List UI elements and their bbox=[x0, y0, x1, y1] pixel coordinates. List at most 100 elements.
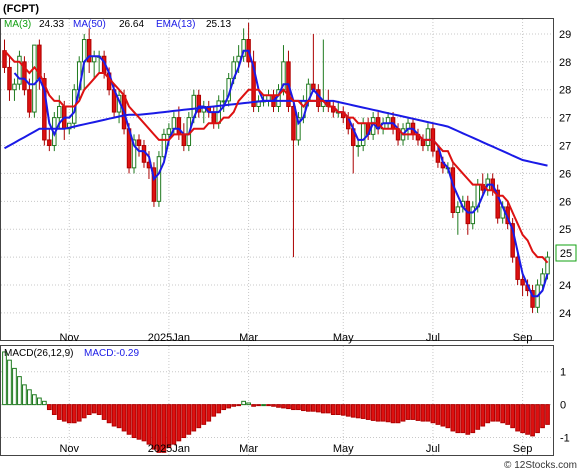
ticker-title: (FCPT) bbox=[3, 3, 39, 15]
candle bbox=[495, 184, 500, 224]
macd-bar-positive bbox=[2, 351, 7, 406]
candle bbox=[540, 268, 545, 291]
macd-bar-negative bbox=[286, 404, 291, 410]
candle-body-down bbox=[136, 139, 142, 147]
price-x-tick-label: Jul bbox=[426, 332, 440, 344]
candle-body-up bbox=[355, 145, 361, 148]
macd-bar-positive bbox=[12, 367, 17, 406]
price-candles bbox=[2, 22, 550, 313]
macd-bar-negative bbox=[485, 404, 491, 424]
macd-bar-negative bbox=[360, 404, 366, 419]
macd-bar-negative bbox=[400, 404, 406, 422]
macd-bar-negative bbox=[131, 404, 137, 439]
macd-bar-negative bbox=[515, 404, 520, 432]
candle-body-down bbox=[181, 133, 187, 147]
macd-bar-negative bbox=[440, 404, 446, 427]
legend-ema13-name: EMA(13) bbox=[156, 19, 195, 30]
macd-bar-negative bbox=[390, 404, 396, 424]
candle-body-down bbox=[196, 94, 202, 113]
macd-bar-negative bbox=[71, 404, 77, 424]
candle-body-down bbox=[495, 189, 500, 219]
macd-bar-negative bbox=[51, 404, 57, 415]
candle bbox=[291, 100, 296, 258]
macd-value-label: MACD:-0.29 bbox=[84, 348, 139, 359]
macd-panel-frame bbox=[0, 345, 554, 456]
macd-bar-negative bbox=[176, 404, 182, 442]
macd-bar-negative bbox=[76, 404, 82, 422]
macd-bar-negative bbox=[415, 404, 421, 421]
candle bbox=[161, 128, 167, 163]
macd-bar-positive bbox=[36, 397, 42, 406]
macd-bar-negative bbox=[340, 404, 346, 416]
footer-credit: © 12Stocks.com bbox=[504, 460, 577, 471]
price-x-tick-label: Mar bbox=[239, 332, 258, 344]
macd-bar-negative bbox=[475, 404, 481, 430]
candle bbox=[7, 56, 12, 101]
macd-bar-negative bbox=[281, 404, 286, 409]
macd-bar-negative bbox=[201, 404, 207, 425]
candle-body-down bbox=[176, 117, 182, 135]
macd-bar-negative bbox=[505, 404, 511, 425]
macd-bar-negative bbox=[330, 404, 336, 415]
legend-ma3-name: MA(3) bbox=[4, 19, 31, 30]
price-x-tick-label: 2025Jan bbox=[148, 332, 190, 344]
macd-bar-negative bbox=[296, 404, 301, 411]
macd-bar-negative bbox=[161, 404, 167, 453]
candle-body-up bbox=[81, 39, 87, 63]
macd-bar-negative bbox=[211, 404, 217, 417]
macd-bar-negative bbox=[495, 404, 501, 422]
candle bbox=[435, 145, 441, 168]
candle bbox=[22, 56, 27, 96]
macd-bar-negative bbox=[480, 404, 486, 427]
ma50-line bbox=[4, 99, 548, 167]
macd-bar-negative bbox=[395, 404, 401, 424]
macd-bar-negative bbox=[545, 404, 550, 425]
candle-body-up bbox=[470, 206, 476, 225]
legend-ma50-value: 26.64 bbox=[119, 19, 144, 30]
macd-bar-negative bbox=[350, 404, 356, 418]
candle-body-down bbox=[291, 105, 296, 141]
macd-bar-negative bbox=[500, 404, 506, 424]
candle-body-down bbox=[251, 61, 256, 107]
macd-x-tick-label: Sep bbox=[513, 443, 533, 455]
macd-bar-negative bbox=[86, 404, 92, 415]
macd-x-tick-label: May bbox=[333, 443, 354, 455]
macd-bar-positive bbox=[241, 400, 246, 406]
macd-y-tick-label: -1 bbox=[560, 433, 570, 445]
macd-bar-negative bbox=[385, 404, 391, 423]
macd-bar-negative bbox=[116, 404, 122, 429]
macd-bar-negative bbox=[520, 404, 525, 434]
macd-bar-negative bbox=[535, 404, 540, 434]
price-x-axis: Nov 2025Jan Mar May Jul Sep bbox=[59, 332, 532, 344]
price-y-tick-label: 28 bbox=[559, 85, 571, 97]
last-price-label: 25 bbox=[560, 248, 572, 260]
macd-bar-negative bbox=[430, 404, 436, 424]
ma3-line bbox=[13, 49, 549, 298]
macd-bar-negative bbox=[540, 404, 545, 429]
candle-body-down bbox=[42, 78, 47, 141]
macd-bar-negative bbox=[345, 404, 351, 417]
macd-x-tick-label: Mar bbox=[239, 443, 258, 455]
price-y-tick-label: 26 bbox=[559, 196, 571, 208]
macd-bar-positive bbox=[22, 384, 27, 406]
candle-body-up bbox=[296, 117, 301, 141]
macd-bar-negative bbox=[106, 404, 112, 424]
macd-bar-negative bbox=[435, 404, 441, 425]
macd-bar-negative bbox=[101, 404, 107, 420]
macd-bar-negative bbox=[56, 404, 62, 420]
candle-body-up bbox=[171, 117, 177, 130]
macd-bar-negative bbox=[156, 404, 162, 453]
price-x-tick-label: May bbox=[333, 332, 354, 344]
macd-bar-negative bbox=[111, 404, 117, 427]
macd-bar-negative bbox=[276, 404, 281, 408]
macd-bar-negative bbox=[251, 404, 256, 407]
price-x-tick-label: Sep bbox=[513, 332, 533, 344]
macd-bar-negative bbox=[365, 404, 371, 420]
macd-x-axis: Nov 2025Jan Mar May Jul Sep bbox=[59, 443, 532, 455]
macd-bar-negative bbox=[186, 404, 192, 435]
candle bbox=[17, 50, 22, 90]
macd-bar-negative bbox=[96, 404, 102, 415]
candle bbox=[47, 128, 52, 152]
candle bbox=[32, 44, 37, 118]
macd-y-axis: -1 0 1 bbox=[560, 367, 570, 445]
